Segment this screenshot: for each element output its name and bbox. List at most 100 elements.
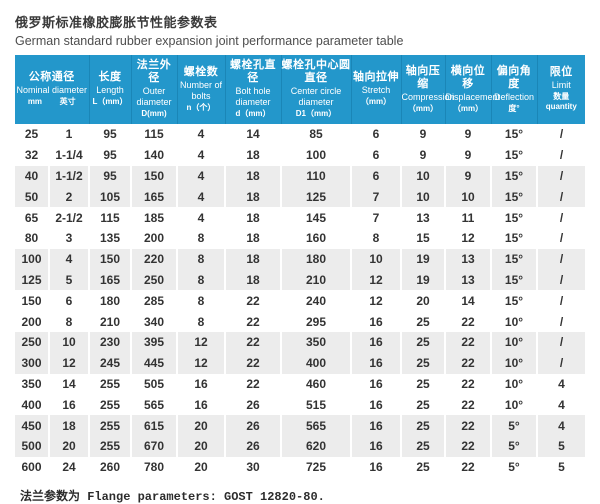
table-cell: 670	[130, 435, 177, 457]
table-cell: 500	[15, 435, 49, 457]
column-header-unit: n（个）	[186, 102, 216, 112]
table-cell: 22	[444, 394, 491, 416]
table-cell: 285	[130, 290, 177, 312]
table-cell: 65	[15, 207, 49, 228]
table-cell: 180	[280, 248, 351, 270]
column-header-subunit: mm	[27, 97, 43, 106]
table-header: 公称通径 Nominal diameter mm 英寸 长度 Length L（mm） 法兰外…	[15, 55, 585, 124]
table-cell: 15°	[490, 165, 537, 187]
table-row: 300 12 245 445 12 22 400 16 25 22 10° /	[15, 352, 585, 374]
table-cell: 300	[15, 352, 49, 374]
column-header: 法兰外径 Outer diameter D(mm)	[130, 55, 177, 124]
table-cell: 2	[48, 186, 89, 208]
table-cell: 15°	[490, 290, 537, 312]
table-cell: 255	[88, 435, 131, 457]
column-header-unit: D(mm)	[141, 109, 167, 118]
table-cell: 26	[224, 415, 281, 436]
table-cell: 16	[176, 373, 225, 395]
table-cell: 2-1/2	[48, 207, 89, 228]
table-cell: 10	[400, 165, 445, 187]
table-cell: 15	[400, 227, 445, 249]
table-row: 400 16 255 565 16 26 515 16 25 22 10° 4	[15, 394, 585, 416]
table-cell: 10°	[490, 373, 537, 395]
table-body: 25 1 95 115 4 14 85 6 9 9 15°/32 1-1/4 95 140 4 18 100 6 9…	[15, 124, 585, 478]
table-cell: 18	[224, 207, 281, 228]
table-cell: 18	[224, 165, 281, 187]
table-cell: 15°	[490, 227, 537, 249]
table-cell: 95	[88, 124, 131, 145]
table-cell: 16	[350, 311, 401, 332]
column-header-en: Outer diameter	[136, 86, 172, 107]
table-row: 100 4 150 220 8 18 180 10 19 13 15° /	[15, 248, 585, 270]
column-header: 轴向拉伸 Stretch （mm）	[350, 55, 401, 124]
column-header-unit: L（mm）	[92, 97, 128, 106]
table-cell: 18	[224, 227, 281, 249]
column-header-zh: 螺栓数	[183, 65, 219, 78]
column-header-en: Number of bolts	[179, 79, 223, 101]
table-row: 50 2 105 165 4 18 125 7 10 10 15° /	[15, 186, 585, 208]
column-header-unit: D1（mm）	[295, 109, 337, 118]
table-cell: 12	[444, 227, 491, 249]
page-title-en: German standard rubber expansion joint p…	[15, 34, 404, 48]
table-cell: 18	[48, 415, 89, 436]
table-cell: 4	[176, 144, 225, 166]
table-cell: 185	[130, 207, 177, 228]
table-cell: 340	[130, 311, 177, 332]
table-row: 40 1-1/2 95 150 4 18 110 6 10 9 15° /	[15, 165, 585, 187]
table-cell: 565	[130, 394, 177, 416]
table-cell: 6	[350, 165, 401, 187]
table-row: 600 24 260 780 20 30 725 16 25 22 5° 5	[15, 456, 585, 478]
column-header: 长度 Length L（mm）	[88, 55, 131, 124]
table-cell: 4	[536, 394, 585, 416]
table-cell: 230	[88, 331, 131, 353]
table-cell: 1-1/4	[48, 144, 89, 166]
table-cell: 565	[280, 415, 351, 436]
column-header-zh: 公称通径	[28, 71, 75, 83]
table-cell: 5°	[490, 456, 537, 478]
column-header-unit: d（mm）	[235, 109, 271, 118]
table-cell: 18	[224, 269, 281, 291]
table-cell: /	[536, 144, 585, 166]
table-cell: /	[536, 269, 585, 291]
table-row: 450 18 255 615 20 26 565 16 25 22 5° 4	[15, 415, 585, 436]
table-cell: 125	[15, 269, 49, 291]
table-cell: /	[536, 186, 585, 208]
table-cell: 30	[224, 456, 281, 478]
header-row: 公称通径 Nominal diameter mm 英寸 长度 Length L（mm） 法兰外…	[15, 55, 585, 124]
table-cell: 150	[130, 165, 177, 187]
parameter-table: 公称通径 Nominal diameter mm 英寸 长度 Length L（mm） 法兰外…	[15, 55, 585, 478]
table-cell: 620	[280, 435, 351, 457]
table-cell: 25	[400, 456, 445, 478]
table-cell: 12	[176, 331, 225, 353]
column-header-unit: 度°	[508, 103, 520, 113]
column-header-zh: 长度	[98, 71, 122, 83]
table-cell: 19	[400, 269, 445, 291]
table-cell: 16	[350, 394, 401, 416]
column-header-unit: （mm）	[452, 103, 484, 113]
table-cell: 20	[176, 435, 225, 457]
column-header-en: Compression	[401, 91, 455, 102]
table-cell: 22	[224, 373, 281, 395]
table-cell: 22	[224, 352, 281, 374]
table-cell: 10	[400, 186, 445, 208]
page-title-zh: 俄罗斯标准橡胶膨胀节性能参数表	[15, 15, 218, 30]
table-cell: 7	[350, 186, 401, 208]
table-cell: /	[536, 207, 585, 228]
table-cell: 1	[48, 124, 89, 145]
table-cell: 250	[130, 269, 177, 291]
table-cell: 14	[224, 124, 281, 145]
table-cell: /	[536, 352, 585, 374]
table-cell: 10°	[490, 311, 537, 332]
table-cell: 445	[130, 352, 177, 374]
table-cell: 240	[280, 290, 351, 312]
table-cell: 16	[350, 415, 401, 436]
table-cell: 4	[48, 248, 89, 270]
table-cell: 200	[15, 311, 49, 332]
table-cell: 13	[444, 269, 491, 291]
table-cell: 600	[15, 456, 49, 478]
table-cell: 3	[48, 227, 89, 249]
table-cell: 18	[224, 186, 281, 208]
table-cell: 140	[130, 144, 177, 166]
column-header: 轴向压缩 Compression （mm）	[400, 55, 455, 124]
table-cell: 22	[444, 415, 491, 436]
